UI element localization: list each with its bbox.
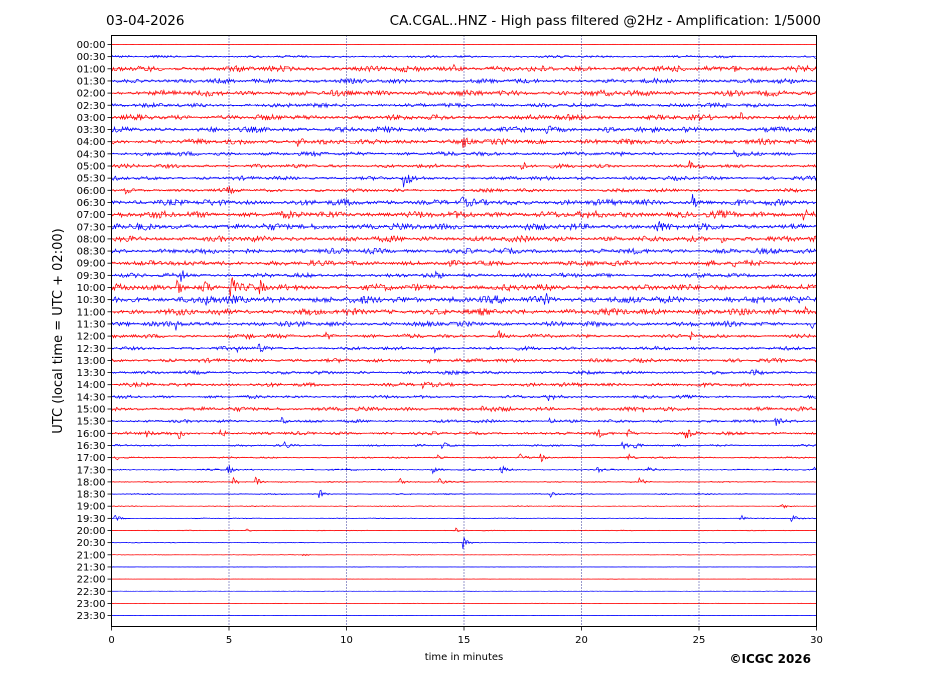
- y-tick-label: 09:30: [77, 271, 106, 282]
- chart-title: CA.CGAL..HNZ - High pass filtered @2Hz -…: [390, 13, 821, 29]
- y-tick-label: 20:30: [77, 538, 106, 549]
- x-tick-label: 5: [226, 635, 232, 646]
- y-tick-label: 04:00: [77, 137, 106, 148]
- y-tick-label: 06:30: [77, 198, 106, 209]
- y-tick-label: 12:30: [77, 344, 106, 355]
- y-tick-label: 16:30: [77, 441, 106, 452]
- trace-1600: [111, 428, 817, 440]
- trace-0100: [111, 63, 817, 73]
- y-tick-label: 08:00: [77, 234, 106, 245]
- x-tick-label: 0: [108, 635, 114, 646]
- y-tick-label: 03:30: [77, 125, 106, 136]
- y-tick-label: 19:30: [77, 514, 106, 525]
- y-tick-label: 12:00: [77, 332, 106, 343]
- y-tick-label: 00:30: [77, 52, 106, 63]
- y-tick-label: 11:00: [77, 307, 106, 318]
- y-tick-label: 02:30: [77, 101, 106, 112]
- x-tick-label: 15: [458, 635, 471, 646]
- y-tick-label: 16:00: [77, 429, 106, 440]
- y-tick-label: 10:00: [77, 283, 106, 294]
- y-tick-label: 01:30: [77, 76, 106, 87]
- date-label: 03-04-2026: [106, 13, 184, 29]
- y-tick-label: 13:30: [77, 368, 106, 379]
- y-tick-label: 14:00: [77, 380, 106, 391]
- y-tick-label: 17:30: [77, 465, 106, 476]
- y-tick-label: 15:30: [77, 417, 106, 428]
- y-tick-label: 18:30: [77, 490, 106, 501]
- trace-1130: [111, 320, 817, 331]
- y-tick-label: 23:00: [77, 599, 106, 610]
- y-tick-label: 11:30: [77, 319, 106, 330]
- x-tick-label: 25: [693, 635, 706, 646]
- y-tick-label: 18:00: [77, 477, 106, 488]
- y-tick-label: 23:30: [77, 611, 106, 622]
- y-tick-label: 05:00: [77, 162, 106, 173]
- y-tick-label: 20:00: [77, 526, 106, 537]
- x-axis-label: time in minutes: [425, 652, 504, 663]
- trace-0400: [111, 137, 817, 148]
- trace-0730: [111, 221, 817, 232]
- y-tick-label: 01:00: [77, 64, 106, 75]
- y-tick-label: 15:00: [77, 405, 106, 416]
- y-tick-label: 22:00: [77, 575, 106, 586]
- y-tick-label: 21:00: [77, 550, 106, 561]
- y-tick-label: 08:30: [77, 247, 106, 258]
- y-tick-label: 22:30: [77, 587, 106, 598]
- x-tick-label: 30: [810, 635, 823, 646]
- y-tick-label: 07:30: [77, 222, 106, 233]
- y-tick-label: 13:00: [77, 356, 106, 367]
- y-tick-label: 00:00: [77, 40, 106, 51]
- y-tick-label: 14:30: [77, 392, 106, 403]
- vertical-grid: [228, 35, 700, 627]
- trace-0630: [111, 193, 817, 208]
- x-tick-label: 10: [340, 635, 353, 646]
- y-tick-label: 06:00: [77, 186, 106, 197]
- trace-1030: [111, 293, 817, 306]
- trace-1300: [111, 357, 817, 365]
- y-tick-label: 09:00: [77, 259, 106, 270]
- y-tick-label: 19:00: [77, 502, 106, 513]
- y-tick-label: 07:00: [77, 210, 106, 221]
- y-tick-label: 03:00: [77, 113, 106, 124]
- y-tick-label: 02:00: [77, 89, 106, 100]
- trace-1730: [111, 465, 817, 475]
- trace-1100: [111, 305, 817, 317]
- y-tick-label: 04:30: [77, 149, 106, 160]
- trace-1000: [111, 277, 817, 297]
- y-tick-label: 05:30: [77, 174, 106, 185]
- x-axis: 0 5 10 15 20 25 30: [108, 626, 823, 646]
- y-tick-label: 10:30: [77, 295, 106, 306]
- trace-1530: [111, 416, 817, 426]
- y-axis-label: UTC (local time = UTC + 02:00): [51, 228, 66, 433]
- y-tick-label: 17:00: [77, 453, 106, 464]
- copyright-label: ©ICGC 2026: [729, 652, 811, 666]
- x-tick-label: 20: [575, 635, 588, 646]
- y-tick-label: 21:30: [77, 562, 106, 573]
